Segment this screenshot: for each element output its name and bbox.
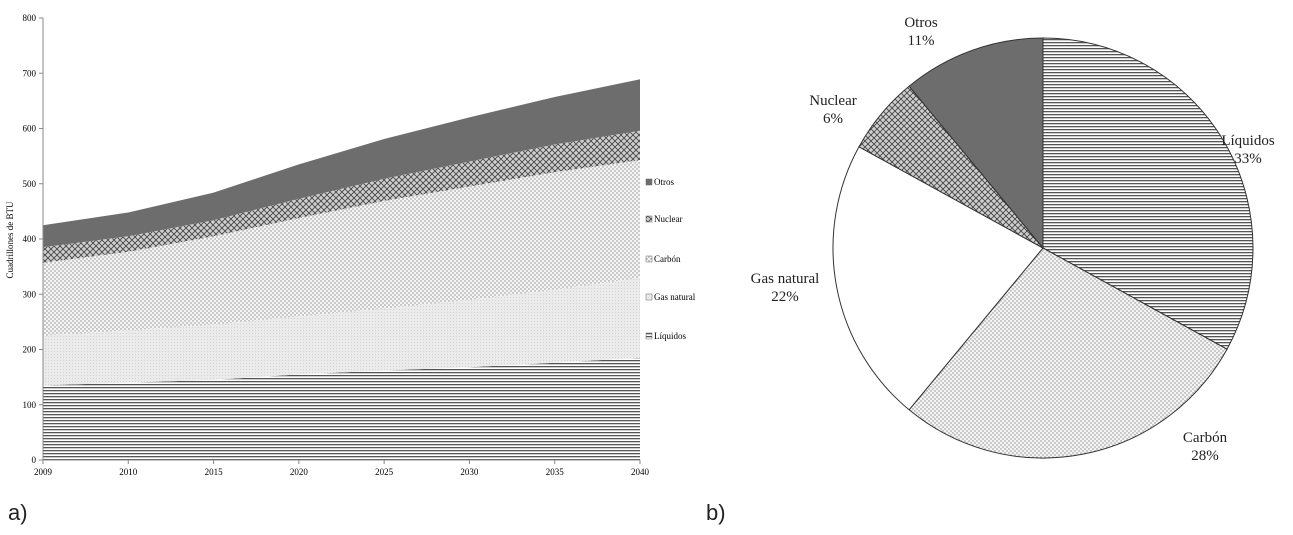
panel-label-a: a) <box>8 500 28 525</box>
legend-item-liquidos: Líquidos <box>645 331 686 341</box>
pie-label-name: Carbón <box>1183 430 1228 446</box>
legend-item-carbon: Carbón <box>645 254 681 264</box>
area-nuclear <box>43 130 640 263</box>
y-tick-label: 0 <box>32 455 37 465</box>
pie-label-percent: 6% <box>823 111 843 127</box>
x-tick-label: 2015 <box>205 467 224 477</box>
pie-label-percent: 22% <box>771 289 799 305</box>
area-carbon <box>43 160 640 336</box>
legend-swatch <box>645 215 653 223</box>
pie-label-liquidos: Líquidos 33% <box>1221 133 1274 167</box>
pie-label-percent: 33% <box>1234 151 1262 167</box>
pie-label-name: Otros <box>904 15 937 31</box>
legend-item-gas-natural: Gas natural <box>645 292 696 302</box>
y-tick-label: 800 <box>23 13 37 23</box>
legend-label: Carbón <box>654 254 681 264</box>
x-tick-label: 2025 <box>375 467 394 477</box>
legend-label: Líquidos <box>654 331 686 341</box>
area-liquidos <box>43 357 640 460</box>
legend-swatch <box>645 178 653 186</box>
legend-swatch <box>645 332 653 340</box>
y-tick-label: 500 <box>23 179 37 189</box>
pie-label-carbon: Carbón 28% <box>1183 430 1228 464</box>
legend-item-otros: Otros <box>645 177 674 187</box>
x-tick-label: 2010 <box>119 467 138 477</box>
legend-label: Nuclear <box>654 214 682 224</box>
pie-label-name: Líquidos <box>1221 133 1274 149</box>
x-tick-label: 2030 <box>460 467 479 477</box>
pie-chart: Líquidos 33% Carbón 28% Gas natural 22% Nuclea… <box>751 15 1275 464</box>
legend-swatch <box>645 293 653 301</box>
y-tick-label: 300 <box>23 289 37 299</box>
y-tick-label: 100 <box>23 400 37 410</box>
panel-label-b: b) <box>706 500 726 525</box>
y-tick-label: 700 <box>23 68 37 78</box>
legend-swatch <box>645 255 653 263</box>
pie-slice-carbon <box>908 247 1228 459</box>
pie-label-nuclear: Nuclear 6% <box>809 93 856 127</box>
pie-label-percent: 28% <box>1191 448 1219 464</box>
x-tick-label: 2020 <box>290 467 309 477</box>
legend-label: Otros <box>654 177 674 187</box>
pie-label-otros: Otros 11% <box>904 15 937 49</box>
y-tick-label: 400 <box>23 234 37 244</box>
x-tick-label: 2009 <box>34 467 53 477</box>
legend-item-nuclear: Nuclear <box>645 214 682 224</box>
pie-slice-gas-natural <box>832 146 1044 411</box>
stacked-area-chart: Cuadrillones de BTU 0 100 200 300 400 500 600 7… <box>5 13 696 477</box>
x-tick-label: 2040 <box>631 467 650 477</box>
y-tick-label: 200 <box>23 345 37 355</box>
pie-label-name: Gas natural <box>751 271 820 287</box>
pie-label-name: Nuclear <box>809 93 856 109</box>
pie-slice-liquidos <box>1042 37 1254 350</box>
pie-slice-otros <box>908 37 1044 250</box>
pie-label-percent: 11% <box>908 33 935 49</box>
y-axis-label: Cuadrillones de BTU <box>5 201 15 278</box>
area-gas-natural <box>43 277 640 386</box>
x-tick-label: 2035 <box>546 467 565 477</box>
area-otros <box>43 79 640 248</box>
legend-label: Gas natural <box>654 292 696 302</box>
y-tick-label: 600 <box>23 124 37 134</box>
pie-label-gas-natural: Gas natural 22% <box>751 271 820 305</box>
